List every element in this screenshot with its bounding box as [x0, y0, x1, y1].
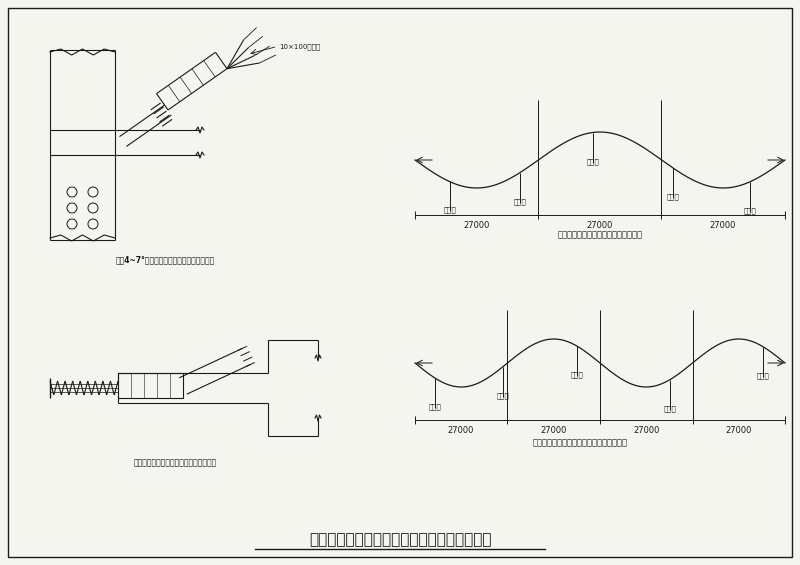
Text: 27000: 27000 — [463, 221, 490, 230]
Text: 27000: 27000 — [586, 221, 613, 230]
Text: 预应力跨跨管道灌浆孔布置及泌水孔布置图: 预应力跨跨管道灌浆孔布置及泌水孔布置图 — [533, 438, 627, 447]
Text: 泌水孔: 泌水孔 — [744, 207, 756, 214]
Text: 泌水孔: 泌水孔 — [444, 207, 456, 214]
Text: 灌浆孔: 灌浆孔 — [570, 371, 583, 378]
Text: 坡角4~7°斜锚具中端张拉装置剖略张拉示意: 坡角4~7°斜锚具中端张拉装置剖略张拉示意 — [115, 255, 214, 264]
Text: 无粘接预应力中端张拉锚固上述锚具示意: 无粘接预应力中端张拉锚固上述锚具示意 — [134, 458, 217, 467]
Bar — [118, 373, 183, 398]
Text: 27000: 27000 — [634, 426, 660, 435]
Text: 泌水孔: 泌水孔 — [429, 403, 442, 410]
Text: 27000: 27000 — [448, 426, 474, 435]
Text: 泌水孔: 泌水孔 — [664, 406, 676, 412]
Text: 泌水孔: 泌水孔 — [757, 372, 770, 379]
Text: 10×100千斤顶: 10×100千斤顶 — [279, 43, 321, 50]
Text: 泌水孔: 泌水孔 — [497, 393, 510, 399]
Text: 泌水孔: 泌水孔 — [666, 193, 679, 200]
Text: 27000: 27000 — [710, 221, 736, 230]
Text: 27000: 27000 — [726, 426, 752, 435]
Text: 预应力转角张拉及灌浆孔、泌水孔布置示意图: 预应力转角张拉及灌浆孔、泌水孔布置示意图 — [309, 532, 491, 547]
Text: 泌水孔: 泌水孔 — [514, 198, 526, 205]
Text: 灌浆孔: 灌浆孔 — [586, 158, 599, 164]
Text: 预应力第三跨管道灌浆孔及泌水孔布置: 预应力第三跨管道灌浆孔及泌水孔布置 — [558, 230, 642, 239]
Text: 27000: 27000 — [540, 426, 566, 435]
